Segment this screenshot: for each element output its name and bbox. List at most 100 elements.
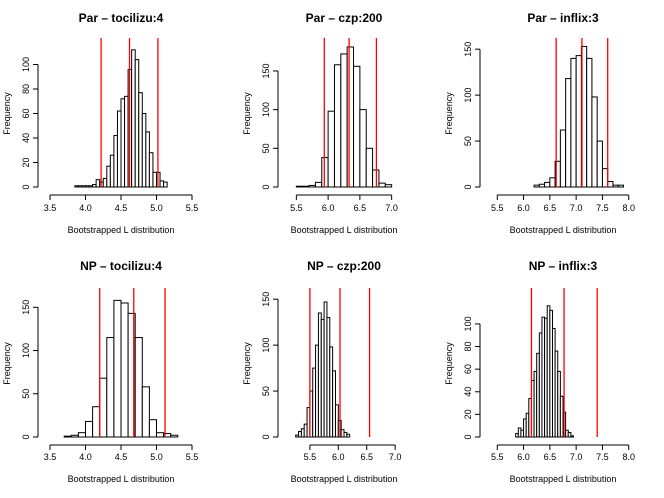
histogram-bar — [359, 109, 367, 188]
y-tick-label: 0 — [261, 434, 271, 439]
histogram-bar — [145, 131, 150, 188]
x-tick-label: 6.0 — [322, 203, 335, 213]
y-tick-label: 0 — [463, 434, 473, 439]
x-tick-label: 3.5 — [44, 452, 57, 462]
histogram-bar — [565, 78, 572, 188]
histogram-bar — [302, 185, 310, 188]
x-tick-label: 7.0 — [570, 203, 583, 213]
y-tick-label: 100 — [463, 88, 473, 103]
histogram-bar — [85, 420, 94, 438]
x-axis-label: Bootstrapped L distribution — [291, 225, 398, 235]
histogram-bar — [533, 184, 540, 188]
x-tick-label: 8.0 — [622, 203, 635, 213]
histogram-bar — [74, 185, 79, 188]
y-tick-label: 50 — [261, 386, 271, 396]
histogram-bar — [353, 65, 361, 188]
histogram-panel-5: NP – czp:200 5.5 6.0 6.5 7.0 0 50 100 150 Bootstr… — [242, 259, 401, 484]
histogram-bar — [596, 140, 603, 188]
histogram-bar — [95, 179, 101, 188]
chart-title: NP – czp:200 — [307, 259, 381, 273]
histogram-bar — [131, 49, 136, 188]
histogram-bar — [612, 184, 619, 188]
x-tick-label: 7.5 — [596, 203, 609, 213]
x-tick-label: 5.5 — [186, 452, 199, 462]
histogram-bar — [113, 135, 118, 188]
x-tick-label: 7.5 — [596, 452, 609, 462]
histogram-bar — [148, 152, 154, 188]
histogram-bar — [109, 154, 115, 188]
histogram-bar — [148, 419, 157, 438]
histogram-bar — [77, 185, 83, 188]
histogram-panel-6: NP – inflix:3 5.5 6.0 6.5 7.0 7.5 8.0 0 20 40 60 80… — [444, 259, 635, 484]
histogram-bar — [120, 302, 129, 438]
y-tick-label: 60 — [21, 108, 31, 118]
y-tick-label: 0 — [463, 184, 473, 189]
x-tick-label: 4.5 — [115, 452, 128, 462]
x-tick-label: 7.0 — [570, 452, 583, 462]
histogram-bar — [340, 53, 348, 188]
histogram-bar — [170, 434, 179, 438]
x-tick-label: 5.5 — [491, 203, 504, 213]
chart-title: NP – inflix:3 — [529, 259, 598, 273]
histogram-bar — [346, 46, 355, 188]
histogram-panel-4: NP – tocilizu:4 3.5 4.0 4.5 5.0 5.5 0 50 100 150 B… — [2, 259, 198, 484]
y-tick-label: 150 — [21, 300, 31, 315]
y-tick-label: 50 — [261, 143, 271, 153]
y-axis-label: Frequency — [2, 92, 12, 135]
x-tick-label: 6.5 — [354, 203, 367, 213]
histogram-panel-1: Par – tocilizu:4 3.5 4.0 4.5 5.0 5.5 0 20 40 60 80… — [2, 11, 198, 235]
histogram-bar — [106, 337, 115, 438]
histogram-bar — [365, 147, 374, 188]
x-axis-label: Bootstrapped L distribution — [510, 474, 617, 484]
y-tick-label: 150 — [261, 292, 271, 307]
histogram-bar — [314, 181, 323, 188]
histogram-bar — [591, 96, 598, 188]
y-axis-label: Frequency — [444, 92, 454, 135]
y-tick-label: 100 — [21, 57, 31, 72]
histogram-bar — [134, 59, 140, 188]
histogram-bar — [586, 57, 593, 188]
y-tick-label: 40 — [463, 387, 473, 397]
x-tick-label: 5.0 — [150, 203, 163, 213]
x-tick-label: 7.0 — [389, 452, 402, 462]
histogram-bar — [327, 110, 335, 188]
x-tick-label: 3.5 — [44, 203, 57, 213]
x-tick-label: 4.0 — [79, 203, 92, 213]
y-tick-label: 0 — [261, 184, 271, 189]
x-tick-label: 6.0 — [517, 203, 530, 213]
y-tick-label: 100 — [261, 102, 271, 117]
histogram-panel-2: Par – czp:200 5.5 6.0 6.5 7.0 0 50 100 150 Bootst… — [242, 11, 398, 235]
y-tick-label: 80 — [21, 84, 31, 94]
histogram-bar — [116, 110, 122, 188]
histogram-bar — [549, 177, 556, 188]
y-axis-label: Frequency — [2, 342, 12, 385]
histogram-bar — [346, 433, 351, 438]
histogram-bar — [538, 183, 546, 188]
histogram-bar — [567, 431, 572, 438]
histogram-bar — [120, 98, 126, 188]
y-tick-label: 80 — [463, 342, 473, 352]
x-axis-label: Bootstrapped L distribution — [68, 225, 175, 235]
x-tick-label: 7.0 — [385, 203, 398, 213]
histogram-bar — [156, 432, 165, 438]
x-tick-label: 6.0 — [332, 452, 345, 462]
histogram-bar — [575, 55, 582, 188]
histogram-bar — [141, 113, 147, 188]
histogram-bar — [570, 57, 577, 188]
x-tick-label: 6.5 — [544, 452, 557, 462]
chart-title: NP – tocilizu:4 — [80, 259, 162, 273]
histogram-bar — [113, 299, 122, 438]
histogram-bar — [544, 181, 551, 188]
histogram-bar — [85, 185, 90, 188]
y-axis-label: Frequency — [242, 342, 252, 385]
y-tick-label: 40 — [21, 133, 31, 143]
histogram-bar — [295, 185, 304, 188]
histogram-bar — [88, 185, 94, 188]
y-axis-label: Frequency — [444, 342, 454, 385]
histogram-bar — [332, 370, 336, 438]
x-tick-label: 5.5 — [304, 452, 317, 462]
y-tick-label: 0 — [21, 184, 31, 189]
histogram-bar — [92, 406, 101, 438]
y-tick-label: 100 — [463, 316, 473, 331]
histogram-bar — [134, 337, 143, 438]
